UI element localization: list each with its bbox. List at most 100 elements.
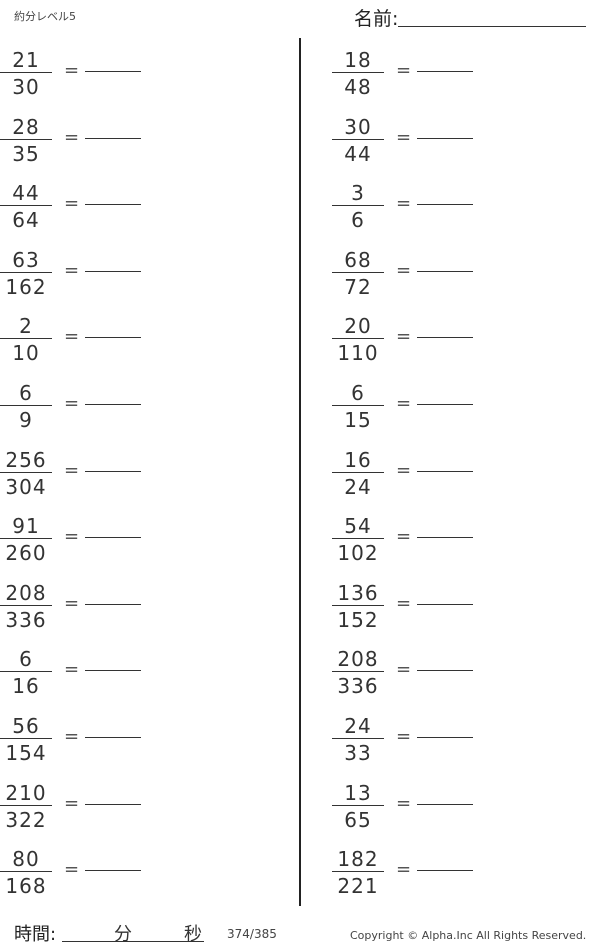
fraction-bar: [0, 405, 52, 406]
answer-field[interactable]: [85, 737, 141, 738]
fraction-bar: [332, 871, 384, 873]
denominator: 162: [5, 274, 47, 299]
name-label: 名前:: [354, 8, 399, 30]
equals-sign: =: [64, 792, 80, 814]
numerator: 208: [337, 647, 379, 672]
denominator: 30: [12, 75, 40, 99]
worksheet-title: 約分レベル5: [14, 10, 76, 23]
answer-field[interactable]: [417, 71, 473, 72]
answer-field[interactable]: [417, 537, 473, 539]
answer-field[interactable]: [85, 670, 141, 672]
denominator: 110: [337, 341, 379, 366]
fraction-problem: 44 64 =: [0, 182, 160, 256]
equals-sign: =: [64, 326, 80, 348]
answer-field[interactable]: [417, 737, 473, 738]
equals-sign: =: [396, 193, 412, 215]
denominator: 304: [5, 474, 47, 499]
answer-field[interactable]: [417, 603, 473, 605]
fraction-bar: [0, 471, 52, 473]
denominator: 24: [344, 474, 372, 499]
denominator: 168: [5, 874, 47, 899]
answer-field[interactable]: [417, 337, 473, 339]
fraction-bar: [0, 338, 52, 340]
denominator: 10: [12, 341, 40, 366]
time-field[interactable]: [62, 941, 204, 942]
denominator: 102: [337, 541, 379, 566]
fraction-problem: 21 30 =: [0, 49, 160, 123]
answer-field[interactable]: [417, 404, 473, 405]
fraction-bar: [0, 671, 52, 673]
fraction-bar: [0, 871, 52, 873]
fraction-problem: 210 322 =: [0, 782, 160, 856]
seconds-label: 秒: [184, 924, 202, 945]
numerator: 6: [19, 381, 33, 405]
denominator: 336: [337, 674, 379, 699]
numerator: 28: [12, 114, 40, 139]
fraction-problem: 24 33 =: [332, 715, 492, 789]
copyright: Copyright © Alpha.Inc All Rights Reserve…: [350, 929, 587, 942]
numerator: 210: [5, 780, 47, 805]
fraction-bar: [332, 405, 384, 406]
fraction-problem: 54 102 =: [332, 515, 492, 589]
numerator: 13: [344, 780, 372, 805]
numerator: 30: [344, 114, 372, 139]
answer-field[interactable]: [417, 204, 473, 206]
fraction-bar: [0, 804, 52, 806]
answer-field[interactable]: [85, 71, 141, 72]
denominator: 154: [5, 741, 47, 765]
denominator: 33: [344, 741, 372, 765]
equals-sign: =: [64, 526, 80, 548]
numerator: 6: [351, 381, 365, 405]
numerator: 256: [5, 447, 47, 472]
numerator: 56: [12, 714, 40, 738]
denominator: 15: [344, 408, 372, 432]
answer-field[interactable]: [85, 337, 141, 339]
numerator: 80: [12, 847, 40, 872]
fraction-bar: [332, 804, 384, 806]
equals-sign: =: [396, 459, 412, 481]
answer-field[interactable]: [85, 603, 141, 605]
answer-field[interactable]: [85, 270, 141, 272]
numerator: 16: [344, 447, 372, 472]
answer-field[interactable]: [417, 870, 473, 872]
fraction-problem: 182 221 =: [332, 848, 492, 922]
equals-sign: =: [64, 726, 80, 747]
equals-sign: =: [396, 393, 412, 414]
time-label: 時間:: [14, 924, 57, 945]
equals-sign: =: [64, 592, 80, 614]
numerator: 68: [344, 247, 372, 272]
numerator: 6: [19, 647, 33, 672]
answer-field[interactable]: [417, 270, 473, 272]
answer-field[interactable]: [417, 803, 473, 805]
fraction-problem: 208 336 =: [0, 582, 160, 656]
equals-sign: =: [64, 60, 80, 81]
fraction-bar: [332, 205, 384, 207]
fraction-bar: [332, 538, 384, 540]
fraction-problem: 6 15 =: [332, 382, 492, 456]
equals-sign: =: [396, 60, 412, 81]
answer-field[interactable]: [417, 137, 473, 139]
equals-sign: =: [396, 859, 412, 881]
answer-field[interactable]: [85, 803, 141, 805]
denominator: 35: [12, 141, 40, 166]
denominator: 221: [337, 874, 379, 899]
answer-field[interactable]: [85, 470, 141, 472]
answer-field[interactable]: [417, 670, 473, 672]
name-field[interactable]: [398, 26, 586, 27]
fraction-problem: 28 35 =: [0, 116, 160, 190]
answer-field[interactable]: [85, 404, 141, 405]
denominator: 65: [344, 807, 372, 832]
fraction-bar: [0, 138, 52, 140]
answer-field[interactable]: [85, 137, 141, 139]
answer-field[interactable]: [85, 204, 141, 206]
answer-field[interactable]: [417, 470, 473, 472]
fraction-problem: 63 162 =: [0, 249, 160, 323]
numerator: 24: [344, 714, 372, 738]
equals-sign: =: [396, 126, 412, 148]
denominator: 152: [337, 607, 379, 632]
answer-field[interactable]: [85, 537, 141, 539]
equals-sign: =: [396, 792, 412, 814]
column-divider: [299, 38, 301, 906]
answer-field[interactable]: [85, 870, 141, 872]
fraction-bar: [0, 538, 52, 540]
